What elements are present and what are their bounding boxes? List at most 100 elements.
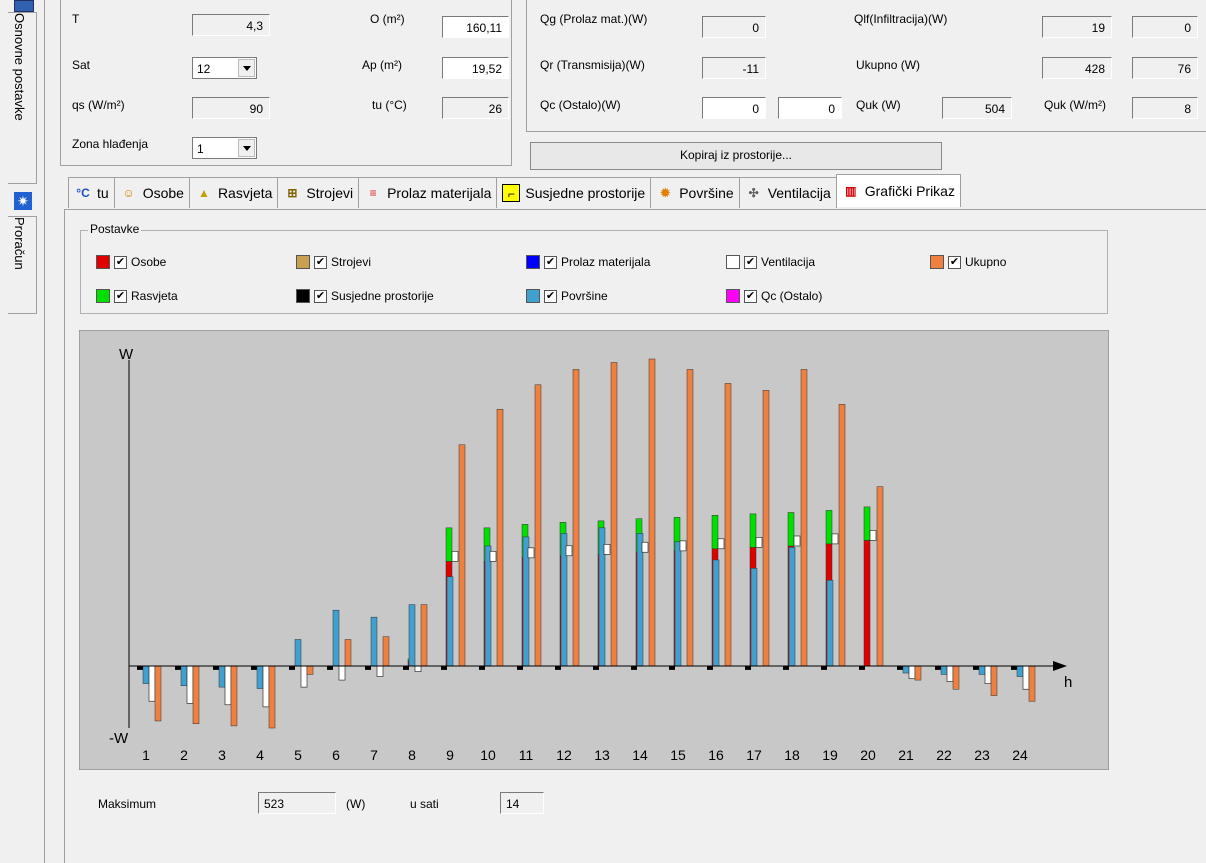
legend-prolaz-materijala[interactable]: ✔ Prolaz materijala bbox=[526, 255, 650, 269]
tab-susjedne-prostorije[interactable]: ⌐ Susjedne prostorije bbox=[496, 177, 652, 208]
color-swatch bbox=[726, 289, 740, 303]
checkbox-povrsine[interactable]: ✔ bbox=[544, 289, 557, 303]
bar-ventilacija bbox=[527, 547, 535, 559]
checkbox-rasvjeta[interactable]: ✔ bbox=[114, 289, 127, 303]
chart-background bbox=[79, 330, 1109, 770]
bar-susjedne-prostorije bbox=[783, 666, 789, 670]
field-Qg: 0 bbox=[702, 16, 766, 38]
tab-prolaz-materijala[interactable]: ≡ Prolaz materijala bbox=[358, 177, 498, 208]
bar-ukupno bbox=[648, 358, 656, 667]
tab-rasvjeta[interactable]: ▲ Rasvjeta bbox=[188, 177, 279, 208]
field-Qc-2[interactable]: 0 bbox=[778, 97, 842, 119]
people-icon: ☺ bbox=[122, 186, 135, 200]
chevron-down-icon[interactable] bbox=[238, 139, 255, 157]
field-O[interactable]: 160,11 bbox=[442, 16, 509, 38]
color-swatch bbox=[96, 289, 110, 303]
tab-label: Grafički Prikaz bbox=[864, 183, 955, 199]
legend-ventilacija[interactable]: ✔ Ventilacija bbox=[726, 255, 815, 269]
bar-rasvjeta bbox=[445, 527, 453, 562]
x-tick-label: 19 bbox=[822, 747, 838, 763]
chevron-down-icon[interactable] bbox=[238, 59, 255, 77]
bar-ukupno bbox=[876, 486, 884, 667]
field-Qlf-2: 0 bbox=[1132, 16, 1198, 38]
bar-ukupno bbox=[1028, 665, 1036, 702]
bar-susjedne-prostorije bbox=[707, 666, 713, 670]
checkbox-susjedne-prostorije[interactable]: ✔ bbox=[314, 289, 327, 303]
legend-povrsine[interactable]: ✔ Površine bbox=[526, 289, 608, 303]
room-icon bbox=[14, 0, 34, 12]
checkbox-qc-ostalo[interactable]: ✔ bbox=[744, 289, 757, 303]
bar-ukupno bbox=[382, 636, 390, 667]
tab-strojevi[interactable]: ⊞ Strojevi bbox=[277, 177, 360, 208]
checkbox-osobe[interactable]: ✔ bbox=[114, 255, 127, 269]
field-Ap[interactable]: 19,52 bbox=[442, 57, 509, 79]
y-axis-label-negative: -W bbox=[109, 730, 129, 747]
legend-qc-ostalo[interactable]: ✔ Qc (Ostalo) bbox=[726, 289, 822, 303]
checkbox-ventilacija[interactable]: ✔ bbox=[744, 255, 757, 269]
bar-susjedne-prostorije bbox=[555, 666, 561, 670]
field-Qc-1[interactable]: 0 bbox=[702, 97, 766, 119]
bar-ukupno bbox=[154, 665, 162, 722]
field-ukupno-1: 428 bbox=[1042, 57, 1112, 79]
tab-osnovne-postavke[interactable]: Osnovne postavke bbox=[8, 12, 37, 184]
bar-susjedne-prostorije bbox=[821, 666, 827, 670]
checkbox-ukupno[interactable]: ✔ bbox=[948, 255, 961, 269]
bar-ventilacija bbox=[679, 540, 687, 552]
color-swatch bbox=[96, 255, 110, 269]
sat-select-value: 12 bbox=[197, 62, 211, 76]
color-swatch bbox=[930, 255, 944, 269]
bar-povrsine bbox=[978, 665, 986, 675]
bar-ukupno bbox=[230, 665, 238, 727]
tab-povrsine[interactable]: ✹ Površine bbox=[650, 177, 740, 208]
zona-select[interactable]: 1 bbox=[192, 137, 257, 159]
tab-ventilacija[interactable]: ✣ Ventilacija bbox=[738, 177, 837, 208]
material-icon: ≡ bbox=[369, 186, 377, 200]
copy-from-room-button[interactable]: Kopiraj iz prostorije... bbox=[530, 142, 942, 170]
bar-osobe bbox=[863, 540, 871, 667]
tab-osobe[interactable]: ☺ Osobe bbox=[113, 177, 190, 208]
tab-graficki-prikaz[interactable]: ▥ Grafički Prikaz bbox=[835, 174, 961, 207]
bar-ukupno bbox=[762, 390, 770, 667]
bar-povrsine bbox=[902, 665, 910, 674]
label-Ap: Ap (m²) bbox=[362, 58, 402, 72]
bar-susjedne-prostorije bbox=[441, 666, 447, 670]
adjacent-room-icon: ⌐ bbox=[502, 184, 521, 202]
bar-ukupno bbox=[914, 665, 922, 681]
label-Qlf: Qlf(Infiltracija)(W) bbox=[854, 12, 948, 26]
bar-ventilacija bbox=[984, 665, 992, 684]
bar-susjedne-prostorije bbox=[631, 666, 637, 670]
legend-osobe[interactable]: ✔ Osobe bbox=[96, 255, 166, 269]
tab-label: Osobe bbox=[142, 185, 184, 201]
bar-povrsine bbox=[370, 616, 378, 667]
sat-select[interactable]: 12 bbox=[192, 57, 257, 79]
bar-ukupno bbox=[686, 369, 694, 667]
bar-povrsine bbox=[408, 604, 416, 667]
checkbox-strojevi[interactable]: ✔ bbox=[314, 255, 327, 269]
bar-ukupno bbox=[268, 665, 276, 729]
bar-susjedne-prostorije bbox=[669, 666, 675, 670]
legend-rasvjeta[interactable]: ✔ Rasvjeta bbox=[96, 289, 178, 303]
tab-proracun[interactable]: Proračun bbox=[8, 216, 37, 314]
checkbox-prolaz-materijala[interactable]: ✔ bbox=[544, 255, 557, 269]
legend-ukupno[interactable]: ✔ Ukupno bbox=[930, 255, 1006, 269]
color-swatch bbox=[296, 289, 310, 303]
x-tick-label: 22 bbox=[936, 747, 952, 763]
legend-strojevi[interactable]: ✔ Strojevi bbox=[296, 255, 371, 269]
bar-ukupno bbox=[306, 665, 314, 675]
bar-ventilacija bbox=[414, 665, 422, 672]
bar-ventilacija bbox=[148, 665, 156, 702]
tab-osnovne-postavke-label: Osnovne postavke bbox=[12, 13, 27, 121]
legend-susjedne-prostorije[interactable]: ✔ Susjedne prostorije bbox=[296, 289, 434, 303]
color-swatch bbox=[526, 289, 540, 303]
x-tick-label: 11 bbox=[519, 747, 534, 763]
bar-ukupno bbox=[800, 369, 808, 667]
bar-ventilacija bbox=[1022, 665, 1030, 690]
bar-susjedne-prostorije bbox=[859, 666, 865, 670]
legend-label: Ventilacija bbox=[761, 255, 816, 269]
tab-tu[interactable]: °C tu bbox=[68, 177, 115, 208]
hourly-load-chart: W -W h 1 2 3 4 5 6 7 8 9 10 11 12 13 14 15 16 17 18 19 20 21… bbox=[79, 330, 1109, 770]
bar-ventilacija bbox=[755, 537, 763, 548]
bar-ventilacija bbox=[603, 544, 611, 555]
bar-susjedne-prostorije bbox=[137, 666, 143, 670]
tab-bar: °C tu ☺ Osobe ▲ Rasvjeta ⊞ Strojevi ≡ Prolaz … bbox=[68, 174, 961, 208]
